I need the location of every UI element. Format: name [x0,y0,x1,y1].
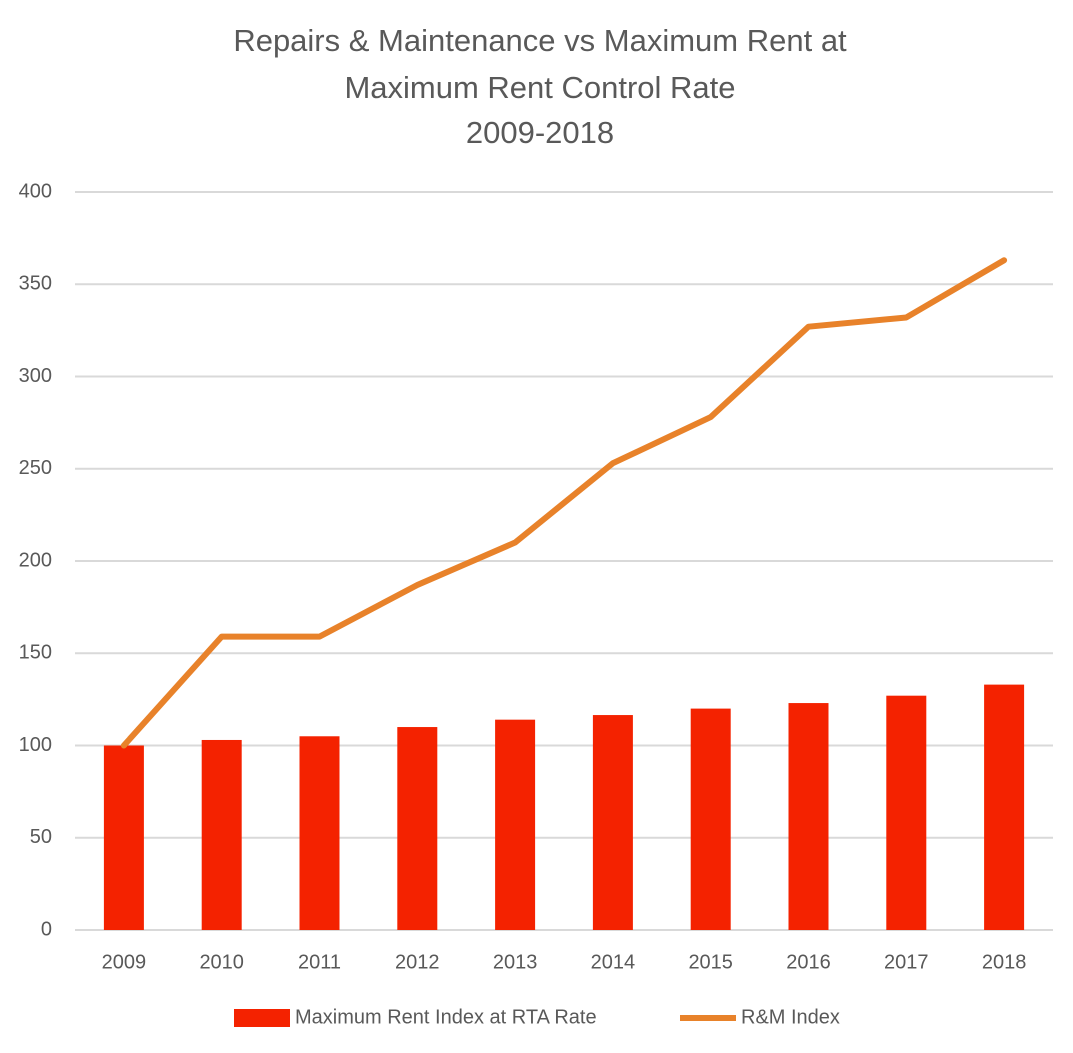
y-tick-label: 150 [19,642,52,664]
x-tick-label: 2015 [688,951,733,973]
bar [495,719,536,930]
chart-title: Maximum Rent Control Rate [344,70,735,105]
x-tick-label: 2013 [493,951,538,973]
bar [788,703,829,930]
bar [201,739,242,930]
bar [984,684,1025,930]
y-tick-label: 300 [19,365,52,387]
y-tick-label: 200 [19,549,52,571]
legend-label: Maximum Rent Index at RTA Rate [295,1006,597,1028]
x-tick-label: 2014 [591,951,636,973]
bar [103,745,144,930]
y-tick-label: 100 [19,734,52,756]
x-tick-label: 2018 [982,951,1027,973]
y-tick-label: 250 [19,457,52,479]
bar [690,708,731,930]
x-tick-label: 2017 [884,951,929,973]
bar [299,736,340,930]
y-tick-label: 50 [30,826,52,848]
bar [886,695,927,930]
chart-title: Repairs & Maintenance vs Maximum Rent at [233,23,847,58]
x-tick-label: 2016 [786,951,831,973]
line [120,257,1008,749]
x-tick-label: 2011 [298,951,341,973]
y-tick-label: 0 [41,918,52,940]
bar [592,715,633,930]
chart-title: 2009-2018 [466,115,614,150]
legend-label: R&M Index [741,1006,840,1028]
x-tick-label: 2012 [395,951,440,973]
x-tick-label: 2010 [199,951,244,973]
legend-swatch [234,1009,290,1027]
bar [397,727,438,930]
y-tick-label: 400 [19,180,52,202]
x-tick-label: 2009 [102,951,147,973]
y-tick-label: 350 [19,273,52,295]
